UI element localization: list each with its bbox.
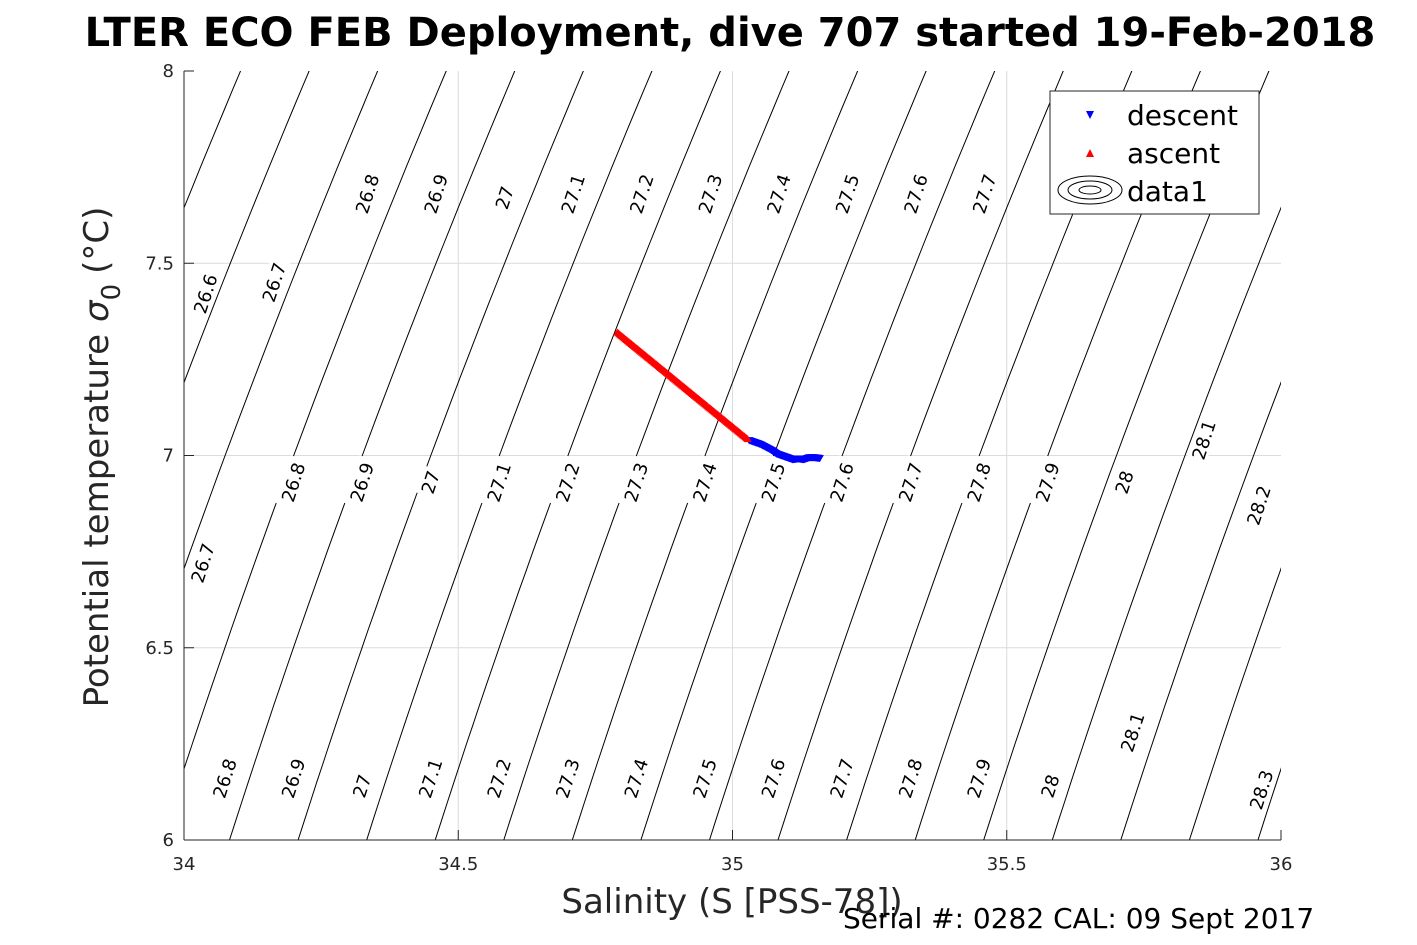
contour-label: 27.7 [966, 166, 1002, 221]
y-axis-label-unit: (°C) [77, 207, 117, 274]
contour-label-bg [623, 166, 659, 221]
y-tick-label: 7 [163, 446, 174, 467]
series-ascent [613, 328, 752, 443]
x-axis-label: Salinity (S [PSS-78]) [561, 882, 902, 922]
legend-contour-icon [1057, 175, 1123, 205]
contour-label-bg [347, 769, 376, 803]
contour-label: 27.4 [760, 166, 796, 221]
y-tick-label: 8 [163, 61, 174, 82]
contour-label-bg [412, 751, 448, 806]
contour-label: 27.4 [618, 751, 653, 806]
axis-ticks: 34 34.5 35 35.5 36 6 6.5 7 7.5 8 [145, 61, 1292, 875]
isopycnal-line [434, 71, 721, 840]
contour-label-bg [1109, 465, 1138, 499]
contour-label-bg [275, 455, 310, 509]
contour-label-bg [1114, 705, 1150, 759]
contour-label-bg [618, 751, 653, 806]
isopycnal-line [228, 71, 516, 840]
density-contours [184, 71, 1281, 840]
isopycnal-line [1188, 567, 1281, 840]
contour-label-bg [686, 455, 722, 509]
contour-label-bg [185, 536, 220, 590]
legend: descent ascent data1 [1049, 90, 1260, 215]
contour-label-bg [1186, 412, 1221, 467]
contour-label-bg [1240, 478, 1276, 533]
isopycnal-line [366, 71, 653, 840]
contour-label-bg [824, 455, 859, 509]
legend-descent-label: descent [1127, 99, 1238, 132]
contour-label-bg [344, 455, 379, 509]
legend-ascent-label: ascent [1127, 137, 1220, 170]
contour-label-bg [1243, 762, 1279, 817]
contour-label-bg [490, 181, 518, 214]
x-tick-label: 34 [173, 854, 196, 875]
y-tick-label: 6 [163, 830, 174, 851]
contour-label-bg [898, 166, 933, 221]
isopycnal-line [184, 71, 242, 210]
contour-label-bg [1029, 455, 1065, 509]
contour-label-bg [418, 166, 453, 221]
descent-point [815, 455, 824, 463]
contour-label-bg [966, 166, 1002, 221]
contour-label-bg [349, 166, 384, 221]
isopycnal-line [297, 71, 584, 840]
contour-label-bg [206, 751, 242, 806]
isopycnal-line [184, 71, 447, 771]
contour-label-bg [187, 266, 223, 321]
legend-data1-label: data1 [1127, 175, 1208, 208]
data-series [613, 328, 824, 464]
y-tick-label: 6.5 [145, 638, 174, 659]
contour-label-bg [618, 455, 653, 509]
legend-descent-marker [1086, 111, 1094, 119]
series-descent [744, 437, 824, 464]
isopycnal-line [1120, 381, 1281, 840]
y-axis-label-subscript: 0 [97, 284, 127, 301]
legend-ascent-marker [1086, 149, 1094, 157]
ascent-point [743, 435, 752, 443]
contour-label-bg [256, 255, 291, 310]
isopycnal-line [184, 71, 310, 384]
contour-label-bg [481, 751, 516, 806]
contour-label-bg [686, 751, 722, 806]
isopycnal-line [184, 71, 379, 571]
grid [184, 71, 1281, 840]
x-tick-label: 36 [1270, 854, 1293, 875]
contour-label-bg [481, 455, 516, 509]
contour-label-bg [275, 751, 310, 806]
isopycnal-line [503, 71, 790, 840]
contour-label-bg [416, 465, 444, 499]
isopycnal-line [777, 71, 1064, 840]
contour-label-bg [961, 455, 996, 509]
y-axis-label-main: Potential temperature [77, 334, 117, 707]
x-tick-label: 35 [721, 854, 744, 875]
contour-label-bg [692, 166, 727, 221]
isopycnal-line [571, 71, 859, 840]
contour-label-bg [824, 751, 859, 806]
contour-label-bg [549, 455, 585, 509]
contour-label-bg [755, 455, 790, 509]
y-axis-label-symbol: σ [77, 299, 117, 322]
contour-label-bg [760, 166, 796, 221]
x-tick-label: 35.5 [987, 854, 1027, 875]
contour-label: 27 [416, 465, 445, 499]
contour-label-bg [892, 751, 928, 806]
contour-label-bg [892, 455, 928, 509]
contour-label-bg [755, 751, 790, 806]
isopycnal-line [708, 71, 996, 840]
y-axis-label: Potential temperature σ0 (°C) [77, 207, 127, 708]
chart-title: LTER ECO FEB Deployment, dive 707 starte… [85, 10, 1376, 56]
contour-label-bg [829, 166, 864, 221]
contour-label: 27.7 [892, 455, 928, 509]
y-tick-label: 7.5 [145, 253, 174, 274]
contour-label-bg [555, 166, 590, 221]
contour-label-bg [1035, 769, 1064, 803]
serial-cal-text: Serial #: 0282 CAL: 09 Sept 2017 [843, 902, 1314, 935]
contour-label-bg [549, 751, 585, 806]
x-tick-label: 34.5 [438, 854, 478, 875]
contour-label-bg [961, 751, 996, 806]
isopycnal-line [1051, 206, 1281, 840]
